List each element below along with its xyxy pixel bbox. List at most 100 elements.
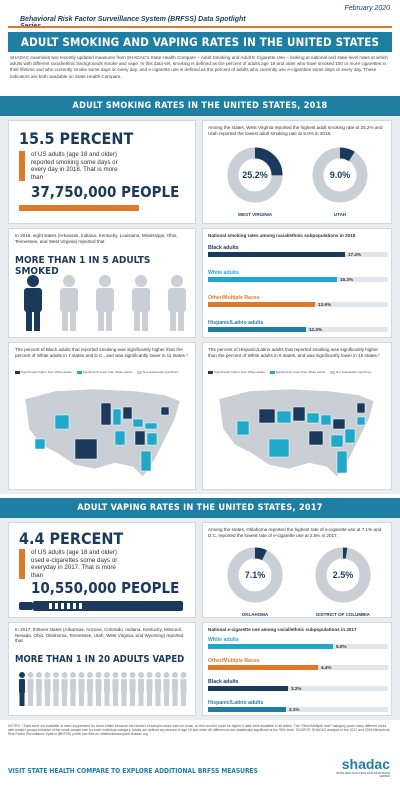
person-icon — [78, 672, 85, 706]
vaping-race-bars: White adults 5.0% Other/Multiple Races 4.4%… — [208, 635, 388, 719]
smoking-donut-panel: Among the states, West Virginia reported… — [202, 120, 392, 224]
map-hispanic-legend: Significantly higher than White adults S… — [208, 370, 371, 374]
smoking-stat-panel: 15.5 PERCENT of US adults (age 18 and ol… — [8, 120, 196, 224]
us-map-hispanic — [218, 388, 375, 478]
person-icon — [104, 672, 110, 706]
people-icons-twenty — [19, 672, 187, 706]
person-icon — [87, 672, 93, 706]
race-bar-row: Other/Multiple Races 4.4% — [208, 658, 388, 677]
smoking-sub-text: of US adults (age 18 and older) reported… — [31, 151, 118, 181]
footer-cta-link[interactable]: VISIT STATE HEALTH COMPARE TO EXPLORE AD… — [8, 767, 258, 775]
race-bar-row: Other/Multiple Races 13.6% — [208, 295, 388, 318]
vaping-people-count: 10,550,000 PEOPLE — [31, 579, 180, 597]
race-bar-track: 5.0% — [208, 644, 388, 649]
shadac-logo: shadac STATE HEALTH ACCESS DATA ASSISTAN… — [332, 756, 390, 786]
race-bar-value: 12.4% — [309, 326, 323, 332]
person-icon — [155, 672, 161, 706]
legend-higher: Significantly higher than White adults — [21, 370, 72, 374]
person-icon — [172, 672, 178, 706]
legend-lower: Significantly lower than White adults — [82, 370, 133, 374]
donut-chart-utah: 9.0% — [312, 147, 368, 203]
donut-dc: 2.5% DISTRICT OF COLUMBIA — [308, 545, 378, 617]
legend-ns: Not statistically significant — [143, 370, 179, 374]
map-hispanic-panel: The percent of Hispanic/Latino adults th… — [202, 342, 392, 490]
smoking-race-title: National smoking rates among racial/ethn… — [208, 233, 356, 238]
race-bar-label: White adults — [208, 637, 239, 643]
person-icon — [70, 672, 76, 706]
race-bar-label: Black adults — [208, 245, 239, 251]
one-in-twenty-text: In 2017, thirteen states (Arkansas, Ariz… — [15, 627, 184, 644]
accent-bar — [19, 549, 25, 579]
race-bar-value: 3.1% — [289, 706, 300, 712]
footer-notes: NOTES: * Data were not available or were… — [8, 724, 390, 737]
person-icon — [146, 672, 153, 706]
legend-swatch-lower — [269, 370, 275, 374]
person-icon-highlight — [24, 275, 42, 331]
race-bar — [208, 707, 286, 712]
person-icon — [36, 672, 42, 706]
person-icon — [129, 672, 136, 706]
person-icon — [61, 672, 68, 706]
race-bar-value: 3.2% — [291, 685, 302, 691]
vaping-big-percent: 4.4 PERCENT — [19, 529, 124, 548]
donut-label-utah: UTAH — [333, 212, 347, 217]
donut-value-ok: 7.1% — [245, 570, 266, 580]
accent-bar — [19, 151, 25, 181]
race-bar-value: 4.4% — [321, 664, 332, 670]
one-in-five-headline: MORE THAN 1 IN 5 ADULTS SMOKED — [15, 255, 151, 277]
vaping-sub-text: of US adults (age 18 and older) used e-c… — [31, 549, 118, 579]
legend-swatch-higher — [208, 370, 213, 374]
legend-lower: Significantly lower than White adults — [275, 370, 326, 374]
race-bar-track: 16.3% — [208, 277, 388, 282]
smoking-race-bars: Black adults 17.4% White adults 16.3% Other/… — [208, 243, 388, 343]
donut-label-ok: OKLAHOMA — [241, 612, 269, 617]
person-icon — [163, 672, 170, 706]
person-icons — [24, 275, 186, 331]
race-bar — [208, 302, 315, 307]
vaping-states-text: Among the states, Oklahoma reported the … — [208, 527, 382, 538]
one-in-twenty-headline: MORE THAN 1 IN 20 ADULTS VAPED — [15, 654, 185, 665]
race-bar-track: 17.4% — [208, 252, 388, 257]
donut-chart-ok: 7.1% — [227, 547, 283, 603]
one-in-five-panel: In 2018, eight states (Arkansas, Indiana… — [8, 228, 196, 338]
race-bar-row: White adults 16.3% — [208, 270, 388, 293]
e-cigarette-icon — [19, 601, 183, 611]
race-bar — [208, 644, 333, 649]
donut-chart-dc: 2.5% — [315, 547, 371, 603]
donut-oklahoma: 7.1% OKLAHOMA — [223, 545, 287, 617]
map-black-panel: The percent of Black adults that reporte… — [8, 342, 196, 490]
donut-value-dc: 2.5% — [333, 570, 354, 580]
race-bar-track: 3.1% — [208, 707, 388, 712]
race-bar-label: Other/Multiple Races — [208, 295, 260, 301]
person-icon — [112, 672, 119, 706]
person-icon — [53, 672, 59, 706]
race-bar-track: 3.2% — [208, 686, 388, 691]
race-bar-value: 5.0% — [336, 643, 347, 649]
race-bar-track: 13.6% — [208, 302, 388, 307]
legend-swatch-lower — [76, 370, 82, 374]
map-black-title: The percent of Black adults that reporte… — [15, 347, 189, 358]
person-icon — [27, 672, 34, 706]
header-rule — [8, 26, 392, 28]
smoking-race-panel: National smoking rates among racial/ethn… — [202, 228, 392, 338]
person-icon — [44, 672, 51, 706]
smoking-states-text: Among the states, West Virginia reported… — [208, 125, 383, 136]
donut-west-virginia: 25.2% WEST VIRGINIA — [223, 145, 287, 217]
race-bar-label: Hispanic/Latino adults — [208, 700, 264, 706]
smoking-section-title: ADULT SMOKING RATES IN THE UNITED STATES… — [0, 96, 400, 116]
donut-utah: 9.0% UTAH — [308, 145, 372, 217]
race-bar — [208, 686, 288, 691]
race-bar-value: 16.3% — [340, 276, 354, 282]
person-icon — [60, 275, 78, 331]
logo-subtext: STATE HEALTH ACCESS DATA ASSISTANCE CENT… — [336, 772, 390, 778]
intro-paragraph: SHADAC examines two recently updated mea… — [10, 55, 388, 79]
vaping-section-title: ADULT VAPING RATES IN THE UNITED STATES,… — [0, 498, 400, 518]
vaping-stat-panel: 4.4 PERCENT of US adults (age 18 and old… — [8, 522, 196, 618]
vaping-donut-panel: Among the states, Oklahoma reported the … — [202, 522, 392, 618]
person-icon — [132, 275, 150, 331]
legend-swatch-higher — [15, 370, 20, 374]
donut-label-wv: WEST VIRGINIA — [237, 212, 273, 217]
person-icon — [138, 672, 144, 706]
vaping-race-title: National e-cigarette use among racial/et… — [208, 627, 357, 632]
race-bar-row: Black adults 3.2% — [208, 679, 388, 698]
